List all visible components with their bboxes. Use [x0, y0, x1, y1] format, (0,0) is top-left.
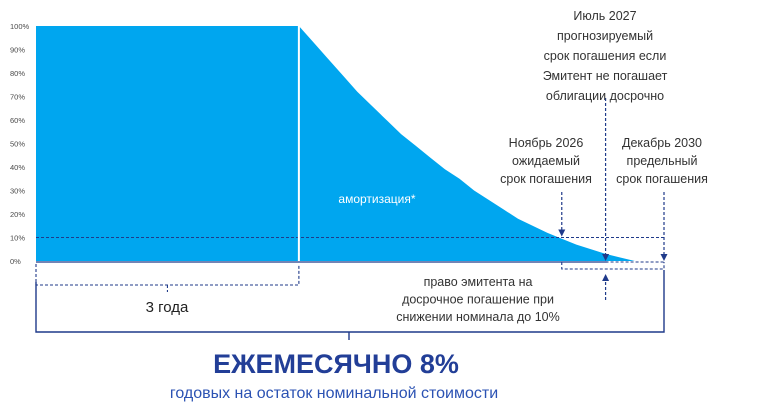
jul2027-label-line: срок погашения если: [544, 49, 667, 63]
dec2030-label: Декабрь 2030 предельный срок погашения: [616, 136, 708, 186]
call-right-arrow-head: [602, 274, 610, 281]
full-term-bracket: [35, 270, 665, 333]
period-label: 3 года: [146, 299, 189, 316]
jul2027-label-line: Эмитент не погашает: [543, 69, 668, 83]
subheadline: годовых на остаток номинальной стоимости: [170, 385, 498, 402]
brackets: [35, 262, 665, 340]
nov2026-label-line: срок погашения: [500, 172, 592, 186]
y-axis-ticks: 100% 90% 80% 70% 60% 50% 40% 30% 20% 10% 0%: [10, 22, 30, 266]
y-tick-label: 100%: [10, 22, 30, 31]
dec2030-label-line: срок погашения: [616, 172, 708, 186]
dec2030-arrow-head: [660, 254, 668, 261]
three-year-bracket: [35, 264, 300, 286]
amortization-area: [36, 26, 635, 261]
y-tick-label: 50%: [10, 140, 25, 149]
maturity-arrows: [297, 26, 668, 300]
jul2027-arrow-head: [602, 254, 610, 261]
y-tick-label: 90%: [10, 46, 25, 55]
call-right-label: право эмитента на досрочное погашение при…: [396, 275, 560, 324]
y-tick-label: 40%: [10, 163, 25, 172]
dec2030-label-line: предельный: [627, 154, 698, 168]
jul2027-label-line: Июль 2027: [573, 9, 636, 23]
y-tick-label: 70%: [10, 93, 25, 102]
headline: ЕЖЕМЕСЯЧНО 8%: [213, 349, 459, 379]
call-right-label-line: право эмитента на: [424, 275, 533, 289]
y-tick-label: 20%: [10, 210, 25, 219]
y-tick-label: 10%: [10, 234, 25, 243]
nov2026-arrow-head: [558, 229, 566, 237]
area-label: амортизация*: [338, 192, 415, 206]
y-tick-label: 60%: [10, 116, 25, 125]
call-right-label-line: досрочное погашение при: [402, 293, 554, 307]
call-right-bracket: [561, 262, 665, 270]
dec2030-label-line: Декабрь 2030: [622, 136, 702, 150]
call-right-label-line: снижении номинала до 10%: [396, 310, 560, 324]
nov2026-label-line: ожидаемый: [512, 154, 580, 168]
nov2026-label: Ноябрь 2026 ожидаемый срок погашения: [500, 136, 592, 186]
jul2027-label-line: прогнозируемый: [557, 29, 653, 43]
nov2026-label-line: Ноябрь 2026: [509, 136, 584, 150]
y-tick-label: 30%: [10, 187, 25, 196]
jul2027-label-line: облигации досрочно: [546, 89, 664, 103]
jul2027-label: Июль 2027 прогнозируемый срок погашения ес…: [543, 9, 668, 103]
y-tick-label: 0%: [10, 257, 21, 266]
annotation-labels: Июль 2027 прогнозируемый срок погашения ес…: [396, 9, 708, 324]
y-tick-label: 80%: [10, 69, 25, 78]
